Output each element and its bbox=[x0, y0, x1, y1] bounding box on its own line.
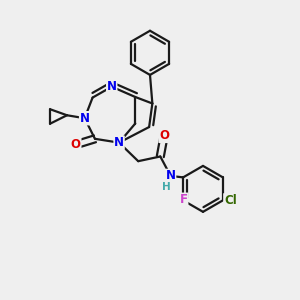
Text: O: O bbox=[159, 129, 169, 142]
Text: H: H bbox=[162, 182, 171, 192]
Text: N: N bbox=[114, 136, 124, 149]
Text: Cl: Cl bbox=[224, 194, 237, 207]
Text: F: F bbox=[180, 193, 188, 206]
Text: N: N bbox=[166, 169, 176, 182]
Text: O: O bbox=[71, 138, 81, 151]
Text: N: N bbox=[107, 80, 117, 93]
Text: N: N bbox=[80, 112, 90, 125]
